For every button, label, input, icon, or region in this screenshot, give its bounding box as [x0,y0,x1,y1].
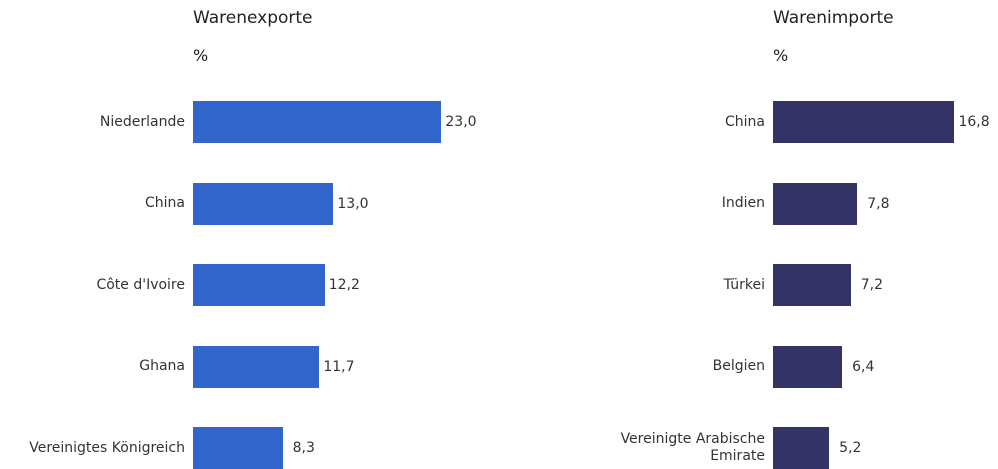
bar [193,264,325,306]
value-label: 5,2 [839,440,862,456]
category-label: Türkei [723,276,765,293]
category-label: Belgien [712,358,765,374]
bar [773,182,858,225]
value-label: 11,7 [323,358,355,375]
value-label: 6,4 [852,358,875,375]
value-label: 13,0 [337,195,369,212]
bar [193,345,320,388]
value-label: 8,3 [292,440,315,456]
chart-subtitle: % [193,46,209,65]
chart-subtitle: % [773,46,789,65]
value-label: 16,8 [958,114,990,130]
category-label: Côte d'Ivoire [96,276,185,293]
value-label: 7,8 [867,195,890,212]
bar [193,182,334,225]
bar [773,264,851,306]
bar [193,427,283,469]
bar [773,101,955,143]
category-label: Ghana [139,358,185,374]
value-label: 23,0 [445,114,477,130]
bar [193,101,442,143]
bar [773,427,830,469]
value-label: 12,2 [328,277,360,293]
bar [773,345,843,388]
value-label: 7,2 [860,277,884,293]
category-label: China [145,195,185,211]
chart-title: Warenexporte [193,8,313,28]
category-label: Vereinigte Arabische Emirate [620,431,765,464]
category-label: China [725,113,765,130]
category-label: Vereinigtes Königreich [29,439,185,456]
chart-title: Warenimporte [773,8,894,28]
category-label: Niederlande [99,113,185,130]
category-label: Indien [721,195,765,211]
